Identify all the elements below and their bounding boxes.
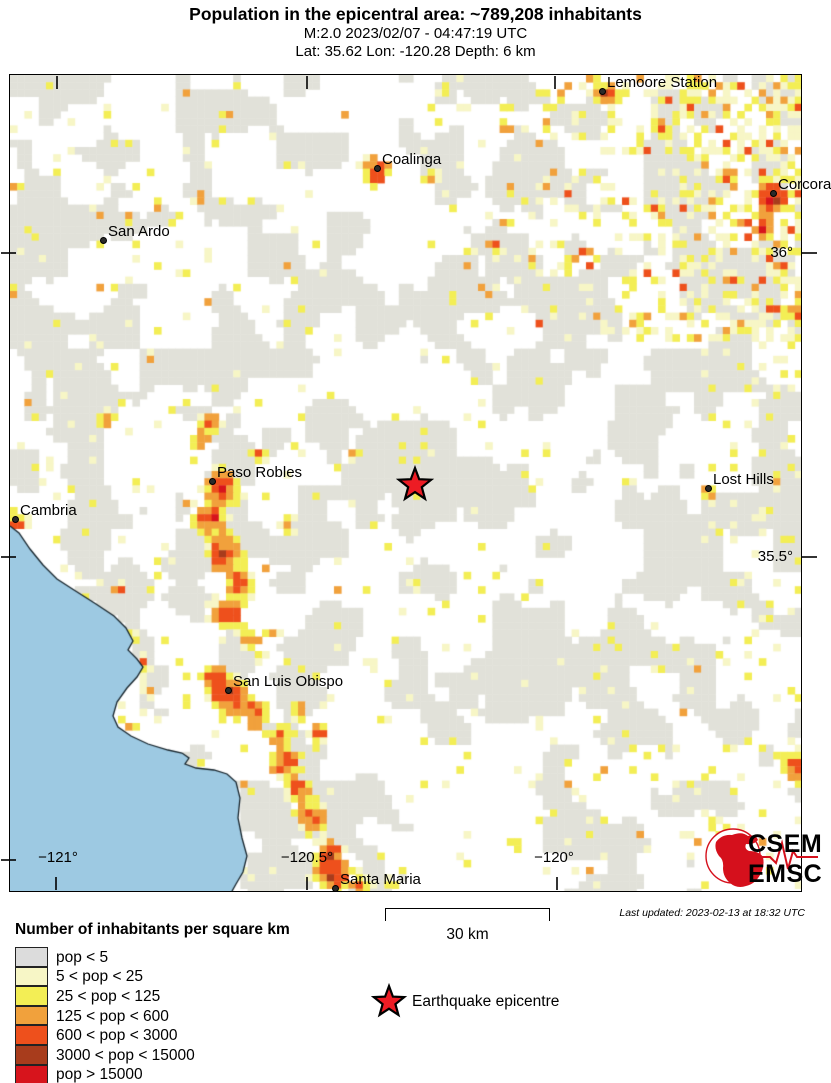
city-label: Cambria xyxy=(20,502,77,519)
scale-bar-label: 30 km xyxy=(446,926,489,943)
city-label: Coalinga xyxy=(382,151,442,168)
city-label: San Luis Obispo xyxy=(233,673,344,690)
longitude-label: −120° xyxy=(534,849,574,866)
city-dot xyxy=(208,477,216,485)
legend-row: pop > 15000 xyxy=(15,1064,195,1083)
city-label: Lost Hills xyxy=(713,471,774,488)
legend-row: 125 < pop < 600 xyxy=(15,1005,195,1026)
population-density-raster xyxy=(10,75,801,891)
legend-color-swatch xyxy=(15,1005,48,1026)
legend-row: pop < 5 xyxy=(15,947,195,967)
legend-label: 3000 < pop < 15000 xyxy=(56,1046,195,1064)
legend-label: 25 < pop < 125 xyxy=(56,987,161,1005)
legend-label: pop > 15000 xyxy=(56,1066,143,1083)
legend-label: 600 < pop < 3000 xyxy=(56,1027,178,1045)
epicentre-legend-label: Earthquake epicentre xyxy=(412,993,560,1010)
city-dot xyxy=(99,236,107,244)
city-dot xyxy=(331,884,339,892)
legend-color-swatch xyxy=(15,986,48,1006)
legend-color-swatch xyxy=(15,966,48,987)
legend-row: 5 < pop < 25 xyxy=(15,966,195,987)
legend-row: 600 < pop < 3000 xyxy=(15,1025,195,1045)
city-dot xyxy=(11,515,19,523)
longitude-label: −120.5° xyxy=(280,849,334,866)
longitude-label: −121° xyxy=(38,849,78,866)
city-label: Corcoran xyxy=(778,176,831,193)
legend-label: 125 < pop < 600 xyxy=(56,1007,169,1025)
city-dot xyxy=(373,164,381,172)
page-title: Population in the epicentral area: ~789,… xyxy=(189,4,642,24)
last-updated-text: Last updated: 2023-02-13 at 18:32 UTC xyxy=(619,907,805,919)
event-coordinates: Lat: 35.62 Lon: -120.28 Depth: 6 km xyxy=(295,42,536,60)
population-legend: pop < 5 5 < pop < 25 25 < pop < 125 125 < p… xyxy=(15,947,195,1083)
legend-row: 3000 < pop < 15000 xyxy=(15,1044,195,1065)
city-label: San Ardo xyxy=(108,223,170,240)
legend-row: 25 < pop < 125 xyxy=(15,986,195,1006)
legend-color-swatch xyxy=(15,947,48,967)
latitude-label: 35.5° xyxy=(757,548,793,565)
map-header: Population in the epicentral area: ~789,… xyxy=(0,4,831,60)
legend-title: Number of inhabitants per square km xyxy=(15,921,290,938)
legend-color-swatch xyxy=(15,1044,48,1065)
legend-color-swatch xyxy=(15,1025,48,1045)
legend-label: 5 < pop < 25 xyxy=(56,968,144,986)
epicentre-legend-star-icon xyxy=(370,982,408,1018)
event-magnitude-time: M:2.0 2023/02/07 - 04:47:19 UTC xyxy=(303,25,528,42)
city-dot xyxy=(704,484,712,492)
city-label: Lemoore Station xyxy=(607,74,718,91)
legend-label: pop < 5 xyxy=(56,948,109,966)
city-dot xyxy=(598,87,606,95)
latitude-label: 36° xyxy=(770,244,793,261)
legend-color-swatch xyxy=(15,1064,48,1083)
city-dot xyxy=(224,686,232,694)
city-label: Santa Maria xyxy=(340,871,421,888)
city-dot xyxy=(769,189,777,197)
city-label: Paso Robles xyxy=(217,464,303,481)
scale-bar xyxy=(385,908,550,921)
